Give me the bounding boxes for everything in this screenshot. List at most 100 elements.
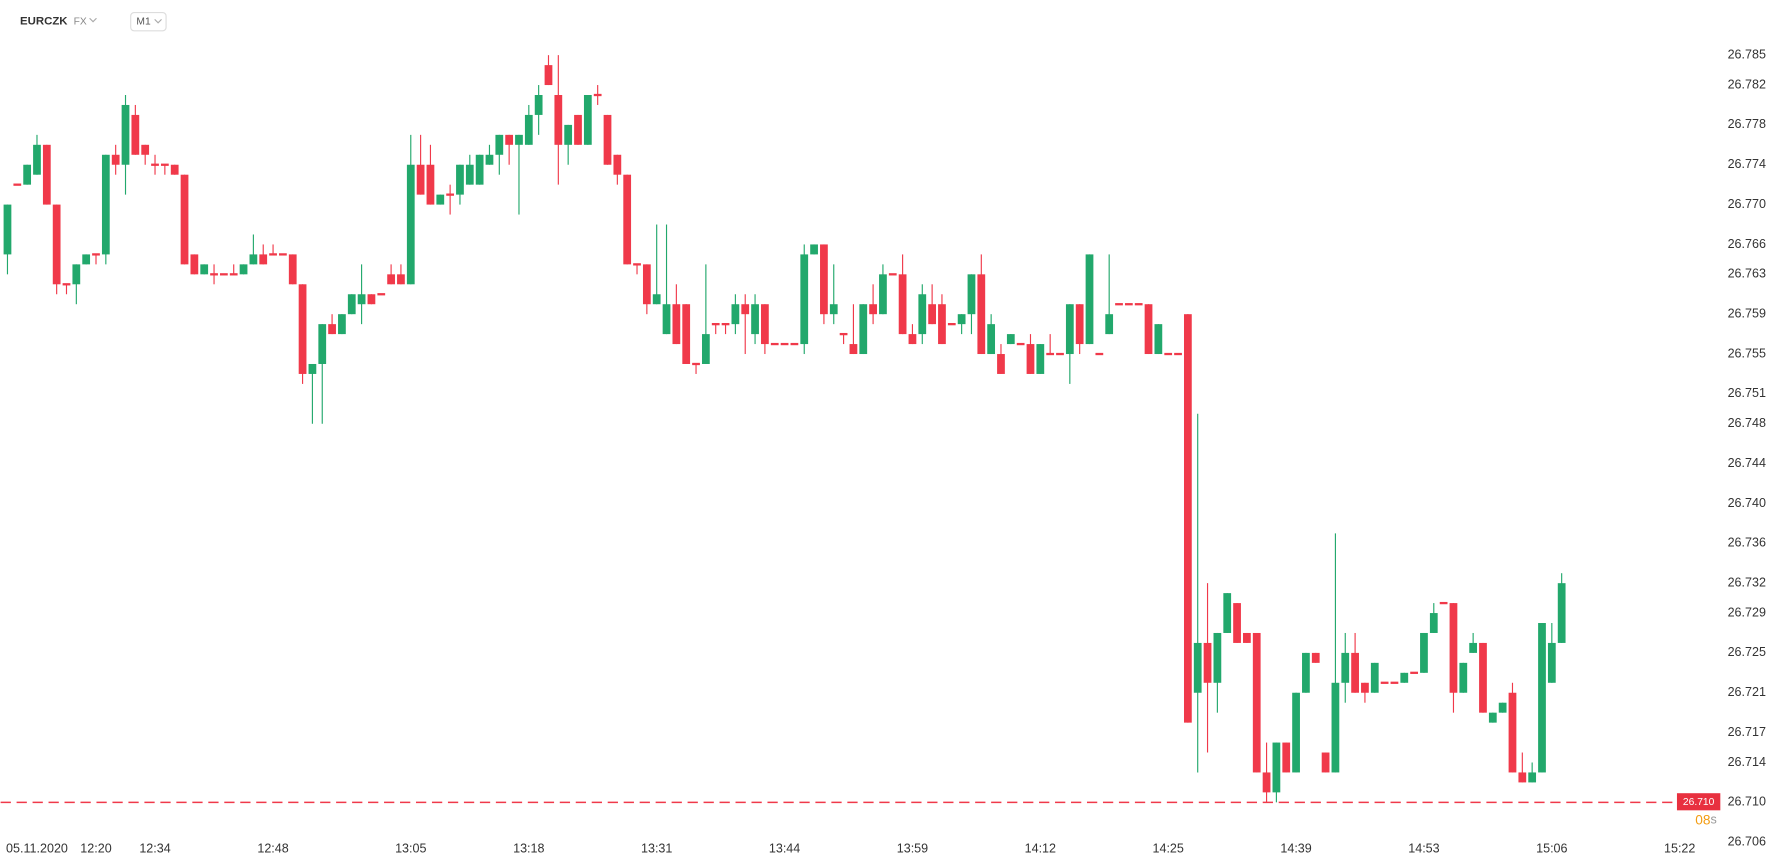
candle-body — [92, 253, 100, 256]
candle-body — [642, 264, 651, 305]
candle-body — [1154, 324, 1163, 355]
candle-body — [544, 65, 553, 86]
candle-body — [770, 342, 779, 346]
market-caret[interactable] — [89, 17, 97, 23]
candle-body — [583, 95, 592, 145]
candle-body — [1213, 632, 1222, 683]
candle-body — [1488, 712, 1497, 723]
x-tick-label: 13:18 — [513, 841, 544, 855]
y-tick-label: 26.782 — [1728, 77, 1766, 91]
y-tick-label: 26.710 — [1728, 795, 1766, 809]
candle-body — [298, 284, 307, 374]
candle-body — [269, 253, 277, 256]
candle-body — [1075, 304, 1084, 345]
candle-body — [151, 163, 159, 166]
y-tick-label: 26.729 — [1728, 605, 1766, 619]
candle-body — [603, 114, 612, 165]
candle-body — [820, 244, 828, 315]
y-tick-label: 26.725 — [1728, 645, 1766, 659]
candle-body — [721, 322, 730, 326]
candle-body — [997, 354, 1005, 374]
y-tick-label: 26.763 — [1728, 267, 1766, 281]
candle-body — [52, 204, 61, 285]
candle-body — [1311, 652, 1320, 663]
candle-body — [160, 163, 169, 166]
candle-body — [928, 304, 936, 325]
candle-body — [456, 164, 464, 195]
candle-body — [357, 294, 366, 305]
candle-body — [741, 304, 750, 315]
candle-body — [318, 324, 327, 364]
x-tick-label: 13:44 — [769, 841, 800, 855]
candle-body — [397, 274, 405, 285]
candle-body — [426, 164, 435, 205]
candle-body — [387, 274, 395, 285]
candle-body — [180, 174, 189, 265]
candle-body — [1390, 681, 1399, 684]
candle-body — [1065, 304, 1074, 355]
x-tick-label: 14:53 — [1408, 841, 1439, 855]
candle-body — [190, 254, 199, 275]
y-tick-label: 26.721 — [1728, 685, 1766, 699]
y-tick-label: 26.755 — [1728, 346, 1766, 360]
x-tick-label: 13:05 — [395, 841, 426, 855]
candle-body — [101, 154, 110, 255]
candle-body — [1420, 632, 1428, 673]
candle-body — [1105, 314, 1114, 335]
candle-body — [1243, 632, 1251, 643]
candle-body — [308, 363, 317, 374]
candle-body — [3, 204, 12, 255]
y-tick-label: 26.740 — [1728, 496, 1766, 510]
candle-body — [367, 294, 376, 305]
candle-body — [82, 254, 91, 265]
candle-body — [1144, 304, 1153, 355]
candle-body — [1469, 642, 1478, 653]
x-tick-label: 15:06 — [1536, 841, 1567, 855]
x-tick-label: 15:22 — [1664, 841, 1695, 855]
candle-body — [1095, 352, 1104, 356]
candle-body — [1361, 682, 1369, 693]
candle-body — [1351, 652, 1359, 693]
candle-body — [633, 263, 641, 266]
candle-body — [888, 273, 897, 276]
x-tick-label: 14:25 — [1152, 841, 1183, 855]
candle-body — [338, 314, 346, 335]
y-tick-label: 26.774 — [1728, 157, 1766, 171]
candle-body — [1557, 583, 1566, 643]
candle-body — [377, 293, 386, 296]
y-tick-label: 26.706 — [1728, 834, 1766, 848]
candle-body — [1429, 613, 1438, 633]
candle-body — [790, 342, 799, 346]
candle-body — [780, 342, 789, 346]
candle-body — [672, 304, 681, 345]
candle-body — [701, 334, 710, 364]
candle-body — [534, 95, 543, 115]
candle-body — [947, 322, 956, 326]
interval-caret — [154, 18, 162, 24]
candle-body — [1262, 772, 1271, 793]
countdown-value: 08 — [1695, 812, 1711, 827]
candle-body — [1449, 603, 1458, 693]
candle-body — [485, 154, 494, 165]
candle-body — [1006, 334, 1015, 345]
candle-body — [446, 193, 455, 196]
candle-body — [131, 114, 140, 155]
interval-button[interactable] — [130, 11, 167, 32]
x-tick-label: 12:34 — [139, 841, 170, 855]
candle-body — [72, 264, 81, 285]
x-tick-label: 13:31 — [641, 841, 672, 855]
candle-body — [1518, 772, 1527, 783]
candle-body — [1459, 662, 1468, 693]
last-price-label: 26.710 — [1683, 797, 1715, 808]
candle-body — [495, 134, 504, 155]
interval[interactable]: M1 — [136, 16, 151, 27]
candle-body — [711, 322, 720, 326]
candle-body — [957, 314, 966, 325]
candle-body — [977, 274, 986, 355]
symbol[interactable]: EURCZK — [20, 16, 68, 28]
candle-body — [751, 304, 759, 335]
candle-body — [1370, 662, 1379, 693]
candle-body — [564, 124, 573, 145]
countdown: 08s — [1695, 812, 1717, 827]
